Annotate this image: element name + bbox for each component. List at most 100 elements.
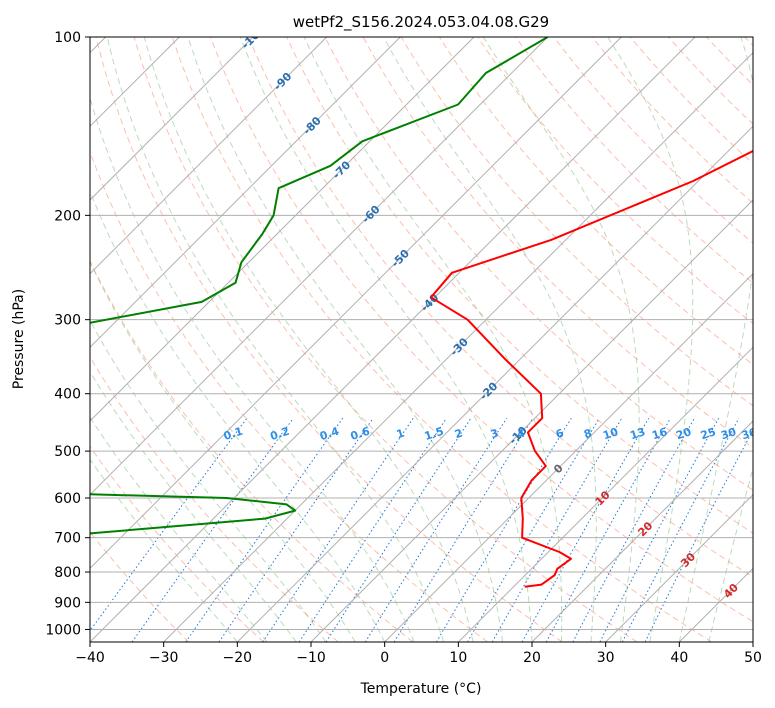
moist-adiabat-line: [239, 37, 533, 642]
mixing-ratio-label: 0.2: [269, 425, 292, 443]
mixing-ratio-line: [298, 417, 447, 642]
x-tick-label: −10: [296, 650, 326, 666]
isotherm-line: [163, 51, 753, 642]
mixing-ratio-label: 13: [628, 425, 647, 442]
y-tick-label: 100: [54, 30, 81, 46]
mixing-ratio-line: [545, 417, 671, 642]
dry-adiabat-line: [95, 37, 563, 642]
x-axis-label: Temperature (°C): [360, 681, 482, 697]
x-axis: −40 −30 −20 −10 0 10 20 30 40 50: [75, 642, 762, 666]
mixing-ratio-line: [491, 417, 623, 642]
isotherm-line: [531, 420, 753, 642]
moist-adiabat-line: [106, 37, 445, 642]
mixing-ratio-line: [131, 417, 294, 642]
x-tick-label: 0: [380, 650, 389, 666]
y-tick-label: 1000: [45, 622, 81, 638]
y-tick-label: 300: [54, 313, 81, 329]
moist-adiabat-line: [678, 37, 753, 642]
profile-lines: [90, 37, 753, 588]
y-tick-label: 900: [54, 595, 81, 611]
moist-adiabat-line: [187, 37, 503, 642]
mixing-ratio-label: 2: [453, 427, 464, 442]
dry-adiabat-line: [90, 259, 414, 642]
moist-adiabat-line: [482, 37, 640, 642]
x-tick-label: 40: [670, 650, 688, 666]
mixing-ratio-line: [325, 417, 472, 642]
mixing-ratio-label: 6: [554, 426, 566, 441]
moist-adiabat-line: [90, 370, 297, 642]
isotherm-line: [90, 37, 696, 642]
isotherm-line: [457, 346, 753, 642]
moist-adiabats: [90, 37, 753, 642]
mixing-ratio-label: 1: [395, 426, 406, 441]
x-tick-label: 10: [449, 650, 467, 666]
plot-frame: [89, 36, 754, 643]
y-tick-label: 600: [54, 491, 81, 507]
moist-adiabat-line: [303, 37, 563, 642]
y-tick-label: 700: [54, 531, 81, 547]
mixing-ratio-label: 30: [719, 425, 738, 442]
y-tick-label: 800: [54, 565, 81, 581]
dry-adiabat-line: [286, 37, 753, 534]
mixing-ratio-label: 0.6: [349, 425, 372, 443]
isotherm-line: [605, 493, 753, 642]
isotherm-line: [90, 37, 549, 496]
dry-adiabat-line: [324, 37, 753, 491]
moist-adiabat-line: [143, 37, 474, 642]
x-tick-label: 30: [597, 650, 615, 666]
dry-adiabat-line: [171, 37, 712, 642]
mixing-ratio-line: [599, 417, 720, 642]
isotherm-line: [90, 37, 254, 201]
mixing-ratio-label: 20: [674, 425, 693, 442]
mixing-ratio-line: [521, 417, 650, 642]
moist-adiabat-line: [607, 37, 694, 642]
moist-adiabat-line: [90, 458, 238, 642]
dry-adiabat-line: [210, 37, 753, 623]
isotherm-line: [90, 37, 328, 275]
mixing-ratio-label: 4: [515, 426, 527, 441]
dry-adiabat-line: [90, 356, 339, 642]
mixing-ratio-label: 25: [699, 425, 718, 442]
temperature-profile-line: [430, 149, 753, 588]
x-tick-label: −30: [149, 650, 179, 666]
isotherm-line: [236, 125, 753, 642]
x-tick-label: 20: [523, 650, 541, 666]
dry-adiabat-line: [133, 37, 638, 642]
moist-adiabat-line: [90, 319, 327, 642]
moist-adiabat-line: [90, 260, 356, 642]
isotherm-line: [90, 37, 622, 570]
mixing-ratio-line: [621, 417, 740, 642]
dewpoint-profile-line: [90, 37, 549, 535]
y-axis: 100 200 300 400 500 600 700 800 900 1000: [45, 30, 90, 638]
y-tick-label: 500: [54, 444, 81, 460]
mixing-ratio-label: 8: [582, 426, 593, 441]
mixing-ratio-line: [644, 428, 753, 642]
isotherm-line: [384, 272, 753, 642]
x-tick-label: −40: [75, 650, 105, 666]
dry-adiabats: [90, 37, 753, 642]
mixing-ratio-labels: 0.1 0.2 0.4 0.6 1 1.5 2 3 4 6 8 10 13 16 20 25 30 36: [222, 425, 759, 444]
y-tick-label: 400: [54, 387, 81, 403]
moist-adiabat-line: [90, 189, 386, 642]
mixing-ratio-label: 0.4: [318, 425, 341, 443]
mixing-ratio-label: 0.1: [222, 425, 245, 443]
moist-adiabat-line: [708, 466, 753, 642]
dry-adiabat-line: [90, 445, 264, 642]
mixing-ratio-line: [467, 417, 600, 642]
mixing-ratio-line: [90, 417, 248, 632]
x-tick-label: −20: [223, 650, 253, 666]
mixing-ratio-label: 36: [740, 425, 759, 442]
mixing-ratio-line: [364, 417, 508, 642]
dry-adiabat-line: [248, 37, 753, 578]
plot-area: -100-90-80-70-60-50-40-30-20-10010203040…: [90, 37, 759, 642]
mixing-ratio-label: 3: [489, 426, 500, 441]
y-tick-label: 200: [54, 208, 81, 224]
isotherm-line: [90, 37, 401, 349]
x-tick-label: 50: [744, 650, 762, 666]
chart-title: wetPf2_S156.2024.053.04.08.G29: [293, 13, 549, 32]
mixing-ratio-label: 10: [601, 425, 620, 442]
isobars: [90, 37, 753, 630]
mixing-ratio-label: 16: [650, 425, 669, 442]
